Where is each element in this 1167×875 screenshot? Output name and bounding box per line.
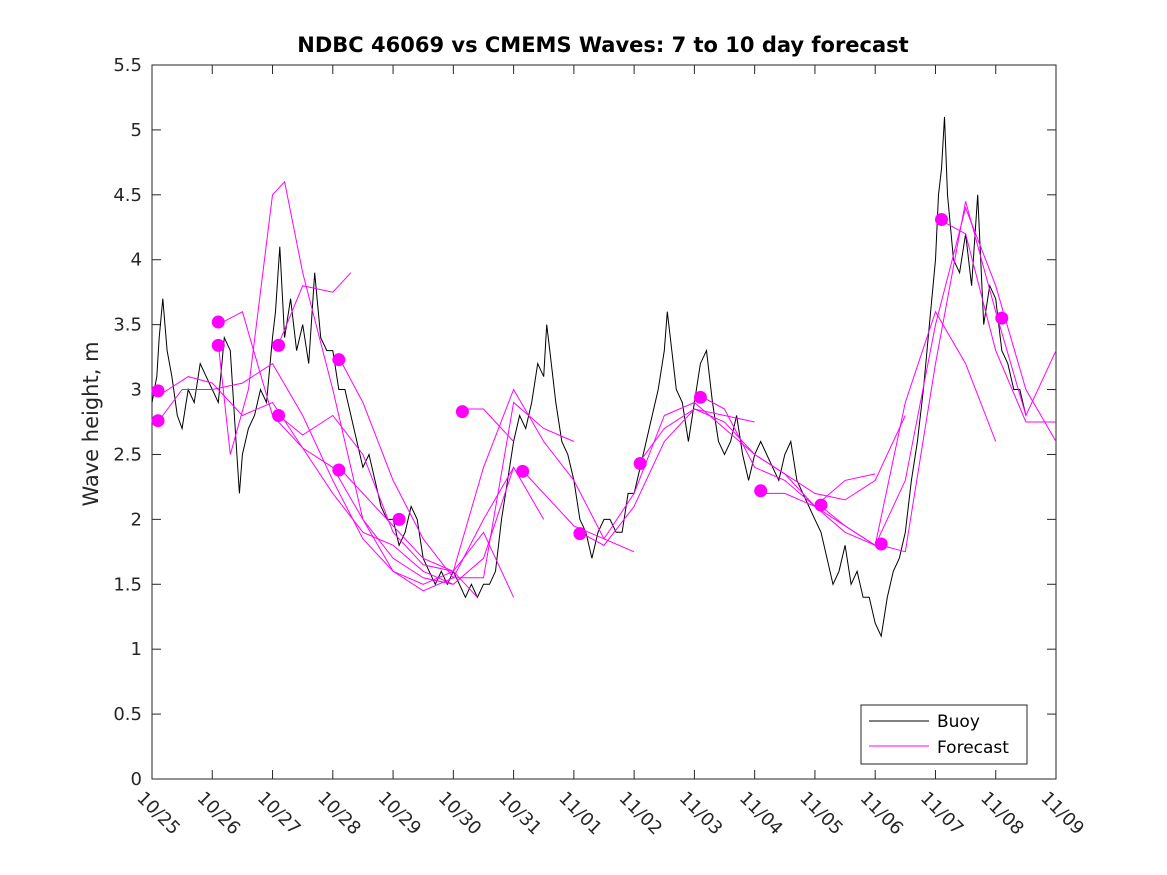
forecast-start-point: [151, 414, 165, 428]
y-tick-label: 0: [131, 769, 142, 790]
forecast-series-line: [278, 414, 515, 598]
legend-forecast-label: Forecast: [937, 738, 1009, 758]
forecast-series-line: [462, 408, 514, 442]
legend: Buoy Forecast: [860, 704, 1028, 765]
axes: [151, 64, 1057, 780]
forecast-start-point: [573, 527, 587, 541]
y-tick-label: 5: [131, 120, 142, 141]
y-tick-label: 3.5: [113, 315, 142, 336]
forecast-start-point: [332, 353, 346, 367]
forecast-start-point: [211, 338, 225, 352]
forecast-start-point: [693, 390, 707, 404]
forecast-start-point: [272, 338, 286, 352]
y-tick-label: 1.5: [113, 574, 142, 595]
y-tick-label: 2.5: [113, 444, 142, 465]
forecast-series-line: [157, 362, 478, 598]
forecast-start-point: [211, 315, 225, 329]
forecast-start-point: [754, 484, 768, 498]
forecast-start-point: [516, 464, 530, 478]
y-tick-label: 4.5: [113, 185, 142, 206]
y-tick-label: 1: [131, 639, 142, 660]
y-tick-label: 0.5: [113, 704, 142, 725]
forecast-start-point: [874, 537, 888, 551]
forecast-series-line: [881, 201, 1057, 553]
y-tick-label: 2: [131, 509, 142, 530]
legend-box: [860, 704, 1028, 765]
forecast-start-point: [272, 409, 286, 423]
forecast-start-markers: [151, 212, 1009, 551]
forecast-series-line: [338, 388, 635, 572]
forecast-start-point: [455, 405, 469, 419]
buoy-series-line: [151, 116, 1027, 638]
forecast-start-point: [633, 457, 647, 471]
y-tick-label: 5.5: [113, 55, 142, 76]
forecast-start-point: [332, 463, 346, 477]
forecast-start-point: [814, 498, 828, 512]
series-layer: [151, 116, 1057, 638]
forecast-series-line: [278, 272, 352, 345]
forecast-series-line: [217, 180, 545, 585]
plot-area-frame: [151, 64, 1057, 780]
forecast-start-point: [151, 384, 165, 398]
y-tick-label: 4: [131, 250, 142, 271]
y-axis-ticks: 0 0.5 1 1.5 2 2.5 3 3.5 4 4.5 5 5.5: [113, 55, 1056, 790]
forecast-series-line: [338, 356, 575, 579]
chart-title: NDBC 46069 vs CMEMS Waves: 7 to 10 day f…: [297, 33, 908, 57]
forecast-series-line: [820, 206, 1057, 547]
y-axis-label: Wave height, m: [79, 341, 103, 506]
forecast-series-line: [639, 408, 906, 501]
legend-buoy-label: Buoy: [937, 712, 980, 732]
forecast-series-line: [941, 220, 1056, 423]
forecast-series-line: [579, 408, 755, 546]
forecast-start-point: [392, 512, 406, 526]
forecast-start-point: [934, 212, 948, 226]
y-tick-label: 3: [131, 380, 142, 401]
forecast-start-point: [995, 311, 1009, 325]
